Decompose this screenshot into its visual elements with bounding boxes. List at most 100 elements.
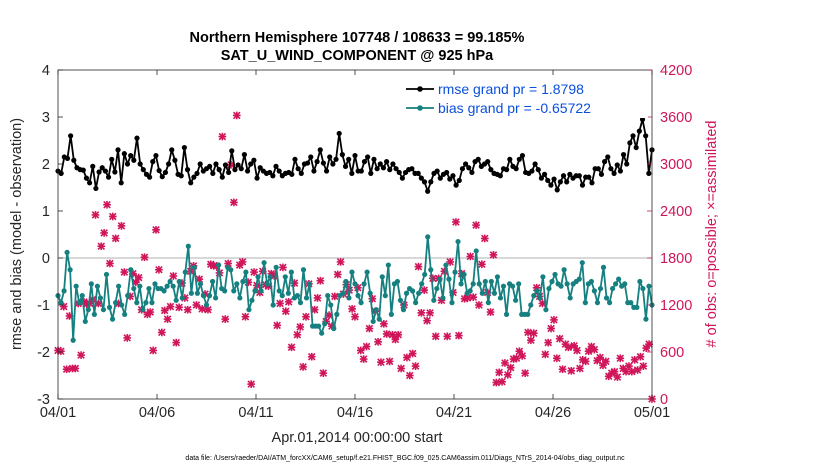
bias-point (252, 288, 258, 294)
obs-marker (296, 323, 305, 331)
rmse-point (504, 167, 510, 173)
obs-marker (590, 345, 599, 354)
rmse-point (339, 152, 345, 158)
obs-marker (377, 358, 385, 367)
bias-point (628, 300, 634, 306)
bias-point (379, 274, 385, 280)
obs-marker (160, 306, 169, 315)
rmse-point (586, 174, 592, 180)
legend-rmse-label: rmse grand pr = 1.8798 (438, 81, 584, 97)
rmse-point (121, 151, 127, 157)
rmse-point (541, 171, 548, 177)
rmse-point (330, 161, 336, 167)
bias-point (249, 297, 255, 303)
bias-point (561, 267, 567, 273)
rmse-point (589, 180, 595, 186)
rmse-point (371, 156, 377, 162)
obs-marker (394, 330, 403, 339)
rmse-point (99, 165, 105, 171)
obs-marker (475, 301, 483, 309)
rmse-point (305, 160, 311, 166)
bias-point (494, 274, 501, 280)
obs-marker (564, 343, 573, 352)
y-tick-label: 4 (42, 63, 50, 79)
rmse-point (384, 159, 390, 165)
x-tick-label: 04/21 (436, 405, 472, 421)
bias-point (349, 269, 355, 275)
bias-point (643, 316, 649, 322)
bias-point (200, 293, 207, 299)
obs-marker (111, 234, 120, 243)
bias-point (285, 290, 291, 296)
rmse-point (532, 161, 538, 167)
bias-point (385, 262, 391, 268)
obs-marker (506, 363, 515, 372)
obs-marker (287, 343, 296, 352)
rmse-point (387, 167, 393, 173)
rmse-point (124, 161, 131, 167)
obs-marker (155, 265, 163, 274)
obs-marker (348, 305, 356, 313)
bias-point (288, 269, 294, 275)
legend-bias-marker (417, 105, 423, 111)
bias-point (243, 269, 249, 275)
bias-point (140, 307, 146, 313)
rmse-point (238, 166, 244, 172)
bias-point (622, 281, 628, 287)
rmse-point (519, 152, 526, 159)
obs-marker (293, 330, 302, 339)
bias-point (179, 295, 185, 301)
obs-marker (157, 328, 166, 337)
bias-point (128, 267, 134, 273)
rmse-point (393, 166, 399, 172)
bias-point (491, 290, 498, 296)
bias-point (88, 281, 94, 287)
bias-point (334, 311, 340, 317)
obs-marker (149, 346, 157, 355)
rmse-point (150, 159, 156, 165)
bias-point (516, 281, 522, 287)
rmse-point (134, 135, 140, 141)
y-tick-label: 2 (42, 157, 50, 173)
rmse-point (415, 170, 421, 176)
rmse-point (90, 163, 96, 169)
rmse-point (485, 159, 491, 165)
rmse-point (545, 177, 551, 184)
rmse-point (210, 170, 216, 176)
obs-marker (529, 329, 538, 338)
rmse-point (131, 157, 137, 163)
bias-point (109, 316, 116, 322)
bias-point (112, 300, 119, 306)
rmse-point (248, 161, 254, 167)
bias-point (94, 283, 100, 289)
bias-point (276, 288, 282, 294)
bias-point (576, 276, 582, 282)
bias-point (70, 337, 76, 343)
bias-point (146, 285, 152, 292)
right-tick-labels: 0 600 1200 1800 2400 3000 3600 4200 (660, 63, 692, 408)
bias-point (579, 260, 585, 266)
rmse-point (267, 169, 273, 176)
bias-point (267, 274, 273, 280)
rmse-point (115, 147, 121, 153)
legend-bias-label: bias grand pr = -0.65722 (438, 100, 591, 116)
bias-point (488, 278, 494, 285)
legend: rmse grand pr = 1.8798 bias grand pr = -… (400, 78, 648, 118)
bias-point (58, 300, 64, 306)
rmse-point (377, 161, 383, 167)
rmse-point (617, 168, 624, 174)
rmse-point (317, 147, 323, 153)
bias-point (85, 307, 91, 313)
bias-point (294, 293, 301, 299)
rmse-point (336, 130, 342, 137)
obs-marker (120, 268, 129, 276)
bias-point (197, 281, 204, 287)
bias-point (458, 281, 464, 287)
bias-point (76, 300, 82, 306)
rmse-point (241, 152, 248, 158)
rmse-point (181, 144, 187, 151)
bias-point (303, 295, 310, 301)
rmse-point (83, 175, 90, 181)
rmse-point (535, 167, 541, 173)
y2-tick-label: 1200 (660, 298, 692, 314)
